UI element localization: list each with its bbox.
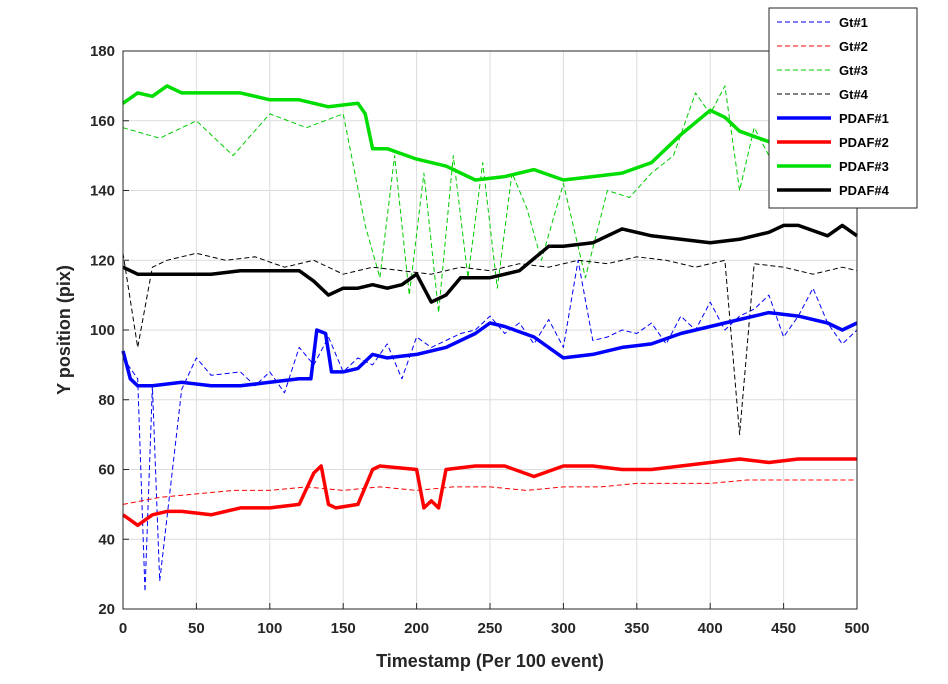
series-gt3-line (122, 85, 858, 314)
y-tick-label: 120 (90, 252, 115, 269)
y-tick-label: 160 (90, 113, 115, 130)
x-tick-label: 350 (624, 620, 649, 637)
legend-label: PDAF#2 (839, 135, 889, 150)
x-tick-label: 100 (257, 620, 282, 637)
y-tick-label: 20 (98, 601, 115, 618)
y-tick-label: 140 (90, 183, 115, 200)
legend-label: Gt#2 (839, 39, 868, 54)
y-axis-label: Y position (pix) (54, 265, 74, 395)
series-gt2-line (122, 479, 857, 505)
y-tick-label: 100 (90, 322, 115, 339)
x-axis-label: Timestamp (Per 100 event) (376, 651, 604, 671)
legend: Gt#1 Gt#2 Gt#3 Gt#4 PDAF#1 PDAF#2 PDAF#3 PDAF#4 (768, 7, 918, 209)
legend-label: PDAF#1 (839, 111, 889, 126)
y-tick-label: 60 (98, 462, 115, 479)
series-gt1-line (122, 259, 858, 593)
x-tick-label: 200 (404, 620, 429, 637)
x-tick-label: 0 (119, 620, 127, 637)
legend-label: PDAF#3 (839, 159, 889, 174)
x-tick-label: 50 (188, 620, 205, 637)
y-tick-label: 40 (98, 531, 115, 548)
x-tick-label: 150 (331, 620, 356, 637)
series-gt4-line (122, 252, 858, 436)
legend-label: PDAF#4 (839, 183, 890, 198)
x-tick-label: 400 (698, 620, 723, 637)
legend-box (768, 7, 918, 209)
legend-label: Gt#3 (839, 63, 868, 78)
series-pdaf3-line (121, 84, 858, 182)
y-tick-label: 80 (98, 392, 115, 409)
series-pdaf1-line (121, 310, 858, 388)
series-pdaf2-line (121, 457, 857, 528)
legend-label: Gt#1 (839, 15, 868, 30)
x-axis-ticks: 0 50 100 150 200 250 300 350 400 450 500 (119, 603, 870, 637)
series-pdaf4-line (122, 223, 859, 304)
y-tick-label: 180 (90, 43, 115, 60)
series-layer (121, 84, 859, 593)
x-tick-label: 300 (551, 620, 576, 637)
x-tick-label: 450 (771, 620, 796, 637)
x-tick-label: 500 (844, 620, 869, 637)
legend-label: Gt#4 (839, 87, 869, 102)
x-tick-label: 250 (477, 620, 502, 637)
y-axis-ticks: 20 40 60 80 100 120 140 160 180 (90, 43, 129, 618)
